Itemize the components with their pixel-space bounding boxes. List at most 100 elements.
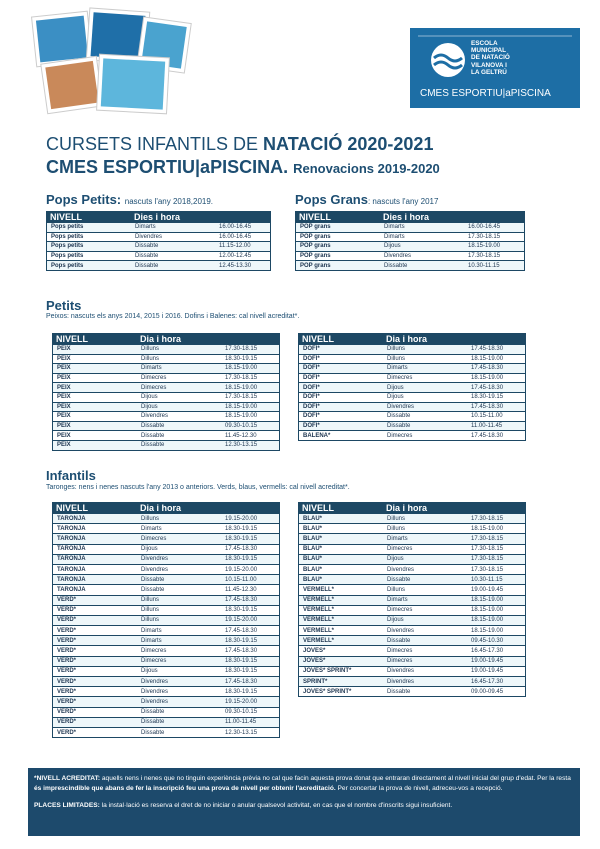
table-row: DOFI* Dijous 17.45-18.30 <box>298 383 526 393</box>
table-cell: Divendres <box>141 566 169 573</box>
column-header: Dies i hora <box>134 212 181 222</box>
table-cell: JOVES* SPRINT* <box>303 688 352 695</box>
table-cell: 19.15-20.00 <box>225 566 258 573</box>
section-desc: Peixos: nascuts els anys 2014, 2015 i 20… <box>46 313 300 320</box>
table-cell: DOFI* <box>303 365 320 372</box>
table-cell: 10.30-11.15 <box>468 262 500 269</box>
table-cell: 19.00-19.45 <box>471 658 504 665</box>
section-heading: Pops Petits: nascuts l'any 2018,2019. <box>46 192 213 207</box>
table-cell: 17.45-18.30 <box>225 678 258 685</box>
table-row: VERMELL* Dilluns 19.00-19.45 <box>298 585 526 596</box>
table-cell: 16.00-16.45 <box>468 224 501 231</box>
table-cell: Dissabte <box>135 262 159 269</box>
table-cell: VERMELL* <box>303 586 335 593</box>
table-cell: Dijous <box>141 403 158 410</box>
table-cell: 17.30-18.15 <box>225 346 258 353</box>
table-cell: VERD* <box>57 617 77 624</box>
table-cell: 18.30-19.15 <box>225 355 258 362</box>
table-cell: 17.30-18.15 <box>225 375 258 382</box>
table-cell: VERMELL* <box>303 617 335 624</box>
section-desc: Taronges: nens i nenes nascuts l'any 201… <box>46 484 350 491</box>
table-cell: 19.00-19.45 <box>471 586 504 593</box>
table-cell: 18.30-19.15 <box>225 607 258 614</box>
title-line-2: CMES ESPORTIU|aPISCINA. Renovacions 2019… <box>46 157 440 178</box>
table-cell: 19.15-20.00 <box>225 617 258 624</box>
table-cell: VERD* <box>57 597 77 604</box>
table-cell: Divendres <box>384 253 412 260</box>
logo-line: MUNICIPAL <box>471 47 507 55</box>
table-cell: 18.15-19.00 <box>468 243 501 250</box>
table-cell: DOFI* <box>303 403 320 410</box>
table-row: TARONJA Divendres 19.15-20.00 <box>52 564 280 576</box>
table-cell: PEIX <box>57 432 71 439</box>
table-cell: DOFI* <box>303 394 320 401</box>
table-cell: Dilluns <box>141 617 160 624</box>
table-row: VERD* Dimarts 18.30-19.15 <box>52 636 280 647</box>
table-row: VERD* Dilluns 19.15-20.00 <box>52 615 280 627</box>
table-cell: Dimecres <box>387 375 413 382</box>
table-cell: 18.30-19.15 <box>225 637 258 644</box>
table-row: DOFI* Dijous 18.30-19.15 <box>298 392 526 403</box>
photo-collage <box>30 7 192 115</box>
table-cell: 18.15-19.00 <box>471 607 504 614</box>
table-cell: 18.15-19.00 <box>471 627 504 634</box>
table-cell: 12.00-12.45 <box>219 253 252 260</box>
note-bold: és imprescindible que abans de fer la in… <box>34 784 336 792</box>
table-row: PEIX Dimecres 17.30-18.15 <box>52 373 280 384</box>
table-cell: DOFI* <box>303 346 320 353</box>
table-cell: 17.45-18.30 <box>225 627 258 634</box>
table-cell: BLAU* <box>303 535 322 542</box>
table-cell: TARONJA <box>57 586 86 593</box>
table-row: Pops petits Dissabte 12.45-13.30 <box>46 261 271 271</box>
table-cell: 18.15-19.00 <box>471 597 504 604</box>
table-row: POP grans Dissabte 10.30-11.15 <box>295 261 525 271</box>
table-cell: 16.00-16.45 <box>219 233 252 240</box>
table-cell: PEIX <box>57 394 71 401</box>
table-cell: Dilluns <box>387 355 406 362</box>
schedule-table: NIVELL Dia i hora PEIX Dilluns 17.30-18.15 PE… <box>52 333 280 451</box>
table-cell: 17.45-18.30 <box>471 432 504 439</box>
table-row: PEIX Divendres 18.15-19.00 <box>52 412 280 422</box>
table-cell: 18.15-19.00 <box>471 375 504 382</box>
table-cell: Dissabte <box>141 729 165 736</box>
table-row: POP grans Dimarts 17.30-18.15 <box>295 232 525 243</box>
table-cell: VERMELL* <box>303 597 335 604</box>
table-cell: Pops petits <box>51 253 84 260</box>
logo-line: VILANOVA I <box>471 61 507 69</box>
table-row: VERD* Dilluns 17.45-18.30 <box>52 595 280 606</box>
table-row: BLAU* Dimarts 17.30-18.15 <box>298 534 526 545</box>
table-cell: VERD* <box>57 658 77 665</box>
heading: Pops Petits: <box>46 192 122 207</box>
section-heading: Petits <box>46 298 82 313</box>
table-row: JOVES* Dimecres 19.00-19.45 <box>298 656 526 667</box>
table-cell: 19.15-20.00 <box>225 515 258 522</box>
table-row: VERD* Dimarts 17.45-18.30 <box>52 626 280 637</box>
table-row: VERMELL* Dijous 18.15-19.00 <box>298 615 526 627</box>
table-cell: Dilluns <box>387 525 406 532</box>
table-cell: Dissabte <box>141 432 165 439</box>
table-cell: Divendres <box>141 688 169 695</box>
table-cell: 10.30-11.15 <box>471 576 503 583</box>
table-cell: VERMELL* <box>303 627 335 634</box>
table-row: VERD* Divendres 17.45-18.30 <box>52 677 280 688</box>
table-cell: 18.15-19.00 <box>225 413 258 420</box>
table-cell: 16.00-16.45 <box>219 224 252 231</box>
table-row: BLAU* Dijous 17.30-18.15 <box>298 554 526 565</box>
table-cell: Dissabte <box>387 413 411 420</box>
table-cell: DOFI* <box>303 413 320 420</box>
table-cell: Dimarts <box>387 597 408 604</box>
table-cell: Dimarts <box>384 224 405 231</box>
table-row: PEIX Dilluns 17.30-18.15 <box>52 345 280 355</box>
table-cell: BLAU* <box>303 546 322 553</box>
table-cell: PEIX <box>57 413 71 420</box>
table-cell: Dissabte <box>387 637 411 644</box>
table-row: TARONJA Dissabte 10.15-11.00 <box>52 575 280 586</box>
column-header: Dia i hora <box>386 334 428 344</box>
table-cell: 18.30-19.15 <box>225 556 258 563</box>
table-cell: 18.15-19.00 <box>471 525 504 532</box>
column-header: Dia i hora <box>140 503 182 513</box>
table-cell: 17.30-18.15 <box>471 546 504 553</box>
table-cell: Dijous <box>384 243 401 250</box>
table-cell: Pops petits <box>51 224 84 231</box>
table-row: PEIX Dijous 18.15-19.00 <box>52 402 280 413</box>
